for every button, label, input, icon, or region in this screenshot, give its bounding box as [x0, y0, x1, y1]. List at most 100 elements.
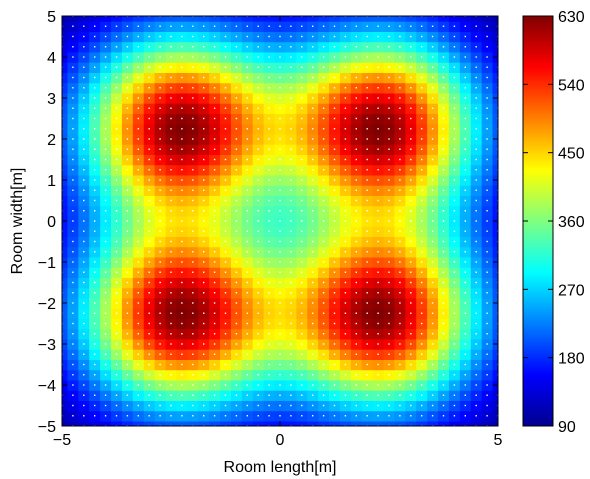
receiver-point-marker [301, 343, 303, 345]
receiver-point-marker [301, 394, 303, 396]
receiver-point-marker [344, 415, 347, 417]
receiver-point-marker [235, 179, 238, 181]
receiver-point-marker [246, 271, 248, 273]
receiver-point-marker [322, 199, 325, 202]
receiver-point-marker [442, 87, 445, 89]
heatmap-cell [121, 420, 134, 426]
receiver-point-marker [192, 148, 194, 150]
receiver-point-marker [213, 148, 216, 150]
receiver-point-marker [115, 189, 118, 191]
receiver-point-marker [366, 189, 368, 191]
receiver-point-marker [192, 46, 194, 48]
receiver-point-marker [224, 97, 227, 99]
receiver-point-marker [192, 302, 194, 304]
receiver-point-marker [464, 322, 466, 325]
receiver-point-marker [213, 87, 216, 89]
receiver-point-marker [475, 189, 477, 191]
receiver-point-marker [388, 148, 390, 150]
heatmap-cell [438, 420, 450, 426]
receiver-point-marker [312, 343, 314, 345]
receiver-point-marker [475, 230, 477, 232]
receiver-point-marker [159, 199, 161, 202]
receiver-point-marker [312, 292, 314, 294]
receiver-point-marker [192, 97, 194, 99]
receiver-point-marker [279, 189, 281, 191]
receiver-point-marker [94, 302, 96, 304]
receiver-point-marker [104, 25, 107, 27]
receiver-point-marker [421, 169, 423, 171]
receiver-point-marker [235, 66, 238, 68]
heatmap-cell [372, 420, 385, 426]
receiver-point-marker [486, 333, 488, 335]
receiver-point-marker [268, 128, 270, 130]
receiver-point-marker [279, 384, 281, 386]
receiver-point-marker [399, 148, 401, 150]
receiver-point-marker [148, 107, 150, 109]
receiver-point-marker [355, 117, 357, 120]
receiver-point-marker [355, 107, 357, 109]
receiver-point-marker [377, 353, 379, 355]
receiver-point-marker [246, 322, 248, 325]
receiver-point-marker [235, 87, 238, 89]
receiver-point-marker [181, 384, 183, 386]
heatmap-cell [492, 113, 498, 125]
receiver-point-marker [224, 322, 227, 325]
receiver-point-marker [181, 189, 183, 191]
receiver-point-marker [159, 281, 161, 284]
receiver-point-marker [224, 281, 227, 284]
receiver-point-marker [431, 271, 434, 273]
receiver-point-marker [268, 404, 270, 407]
heatmap-cell [62, 390, 69, 401]
receiver-point-marker [126, 76, 129, 79]
receiver-point-marker [137, 35, 139, 38]
receiver-point-marker [366, 240, 368, 243]
receiver-point-marker [301, 35, 303, 38]
receiver-point-marker [399, 240, 401, 243]
receiver-point-marker [235, 169, 238, 171]
receiver-point-marker [246, 97, 248, 99]
receiver-point-marker [181, 97, 183, 99]
receiver-point-marker [399, 138, 401, 140]
receiver-point-marker [410, 35, 412, 38]
receiver-point-marker [453, 87, 456, 89]
receiver-point-marker [203, 179, 205, 181]
receiver-point-marker [355, 281, 357, 284]
receiver-point-marker [486, 343, 488, 345]
heatmap-cell [361, 16, 374, 22]
receiver-point-marker [399, 312, 401, 314]
receiver-point-marker [301, 261, 303, 263]
receiver-point-marker [355, 25, 357, 27]
receiver-point-marker [268, 76, 270, 79]
receiver-point-marker [235, 281, 238, 284]
receiver-point-marker [257, 189, 259, 191]
receiver-point-marker [453, 292, 456, 294]
heatmap-cell [62, 349, 69, 360]
receiver-point-marker [344, 261, 347, 263]
receiver-point-marker [312, 169, 314, 171]
receiver-point-marker [268, 240, 270, 243]
receiver-point-marker [148, 138, 150, 140]
receiver-point-marker [159, 138, 161, 140]
receiver-point-marker [388, 302, 390, 304]
receiver-point-marker [290, 271, 292, 273]
receiver-point-marker [170, 292, 172, 294]
receiver-point-marker [72, 199, 74, 202]
receiver-point-marker [192, 261, 194, 263]
receiver-point-marker [442, 220, 445, 222]
receiver-point-marker [421, 261, 423, 263]
receiver-point-marker [410, 302, 412, 304]
receiver-point-marker [431, 107, 434, 109]
heatmap-cell [252, 420, 265, 426]
receiver-point-marker [213, 230, 216, 232]
receiver-point-marker [322, 220, 325, 222]
receiver-point-marker [431, 148, 434, 150]
receiver-point-marker [344, 138, 347, 140]
receiver-point-marker [410, 292, 412, 294]
receiver-point-marker [312, 158, 314, 161]
receiver-point-marker [301, 199, 303, 202]
receiver-point-marker [486, 66, 488, 68]
receiver-point-marker [72, 363, 74, 366]
receiver-point-marker [475, 87, 477, 89]
receiver-point-marker [431, 333, 434, 335]
heatmap-cell [416, 420, 428, 426]
